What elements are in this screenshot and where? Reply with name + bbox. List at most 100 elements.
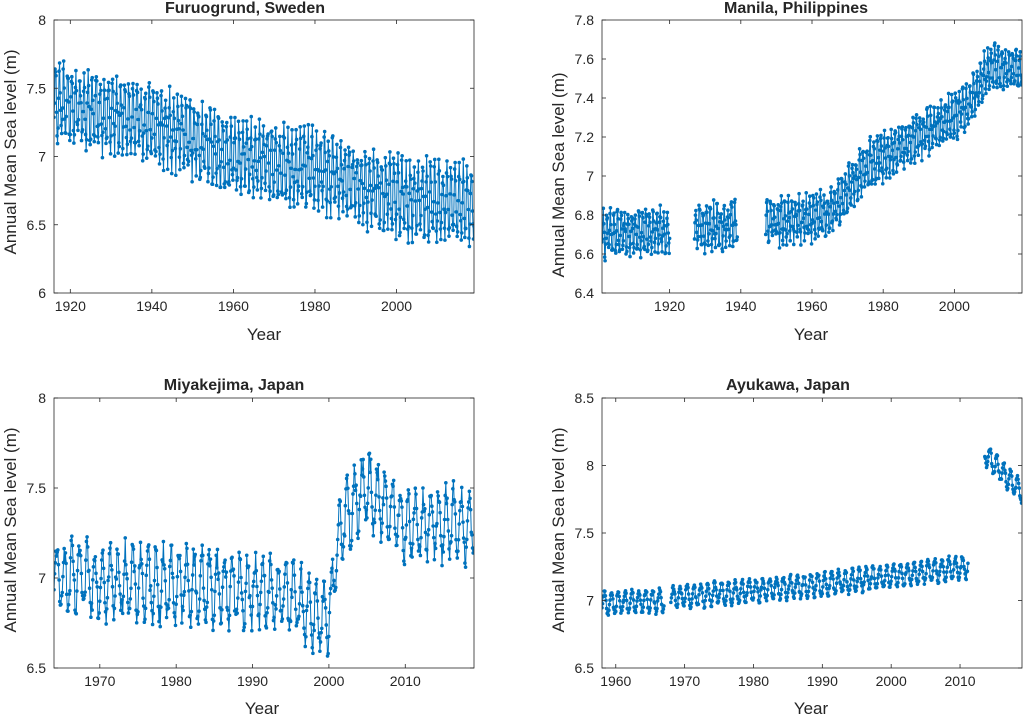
- data-point: [150, 608, 154, 613]
- data-point: [703, 598, 708, 603]
- data-point: [54, 587, 56, 592]
- data-point: [444, 193, 448, 198]
- data-point: [896, 147, 900, 151]
- data-point: [628, 601, 632, 606]
- data-point: [891, 168, 895, 173]
- data-point: [650, 230, 655, 234]
- data-point: [341, 190, 346, 194]
- data-point: [345, 214, 349, 218]
- data-point: [779, 587, 784, 592]
- data-point: [197, 597, 202, 601]
- data-point: [467, 489, 472, 494]
- data-point: [436, 201, 440, 205]
- data-point: [244, 581, 248, 586]
- data-point: [254, 168, 259, 173]
- data-point: [897, 569, 901, 574]
- data-point: [105, 595, 110, 600]
- data-point: [403, 535, 408, 540]
- data-point: [457, 160, 462, 165]
- data-point: [57, 578, 61, 582]
- data-point: [409, 546, 414, 551]
- data-point: [133, 152, 137, 156]
- data-point: [799, 243, 803, 247]
- data-point: [300, 590, 304, 594]
- data-point: [883, 146, 887, 150]
- data-point: [267, 197, 272, 202]
- data-point: [142, 123, 147, 127]
- data-point: [437, 157, 441, 162]
- data-point: [174, 173, 178, 178]
- data-point: [995, 453, 1000, 458]
- data-point: [659, 239, 664, 244]
- data-point: [959, 112, 964, 116]
- chart-panel-ayukawa: Ayukawa, Japan Annual Mean Sea level (m)…: [549, 377, 1023, 715]
- data-point: [150, 136, 154, 140]
- data-point: [705, 210, 709, 215]
- data-point: [892, 157, 896, 162]
- data-point: [609, 222, 613, 227]
- data-point: [85, 545, 90, 549]
- data-point: [429, 180, 433, 184]
- data-point: [664, 244, 668, 248]
- data-point: [286, 125, 290, 130]
- data-point: [439, 237, 443, 242]
- data-point: [456, 198, 461, 203]
- data-point: [270, 586, 274, 590]
- data-point: [887, 171, 892, 175]
- data-point: [426, 233, 430, 238]
- data-point: [209, 575, 213, 580]
- data-point: [103, 126, 108, 131]
- data-point: [369, 224, 374, 229]
- data-point: [607, 602, 612, 607]
- data-point: [356, 529, 361, 533]
- data-point: [374, 467, 379, 471]
- data-point: [423, 530, 428, 535]
- data-point: [990, 464, 995, 469]
- data-point: [953, 96, 958, 100]
- data-point: [877, 161, 882, 165]
- data-point: [303, 164, 308, 168]
- data-point: [288, 619, 293, 624]
- data-point: [926, 139, 931, 144]
- data-point: [379, 530, 384, 535]
- data-point: [193, 157, 198, 161]
- data-point: [836, 181, 841, 186]
- data-point: [979, 84, 984, 88]
- data-point: [435, 490, 440, 494]
- data-point: [953, 91, 958, 96]
- data-point: [866, 578, 870, 583]
- data-point: [633, 213, 638, 217]
- data-point: [91, 111, 96, 116]
- data-point: [296, 188, 300, 193]
- data-point: [950, 99, 955, 104]
- data-point: [175, 574, 180, 579]
- data-point: [1016, 477, 1020, 482]
- data-point: [115, 547, 119, 552]
- data-point: [620, 608, 624, 613]
- data-point: [263, 188, 268, 193]
- data-point: [606, 613, 611, 617]
- data-point: [245, 127, 249, 132]
- data-point: [695, 246, 700, 251]
- data-point: [162, 567, 167, 571]
- data-point: [602, 221, 606, 226]
- data-point: [449, 540, 453, 544]
- data-point: [948, 569, 953, 574]
- data-point: [732, 200, 737, 205]
- data-point: [910, 125, 915, 130]
- data-point: [781, 242, 785, 247]
- data-point: [653, 236, 658, 241]
- data-point: [723, 603, 728, 608]
- data-point: [800, 203, 805, 207]
- data-point: [202, 598, 206, 603]
- data-point: [147, 80, 152, 85]
- x-tick-label: 1980: [161, 673, 192, 689]
- data-point: [986, 454, 991, 459]
- data-point: [326, 651, 330, 656]
- data-point: [416, 159, 421, 163]
- data-point: [442, 534, 446, 539]
- data-point: [993, 67, 998, 72]
- data-point: [434, 229, 439, 233]
- plot-area: 1920 1940 1960 1980 20006.46.66.877.27.47.67…: [575, 12, 1023, 314]
- data-point: [848, 588, 852, 592]
